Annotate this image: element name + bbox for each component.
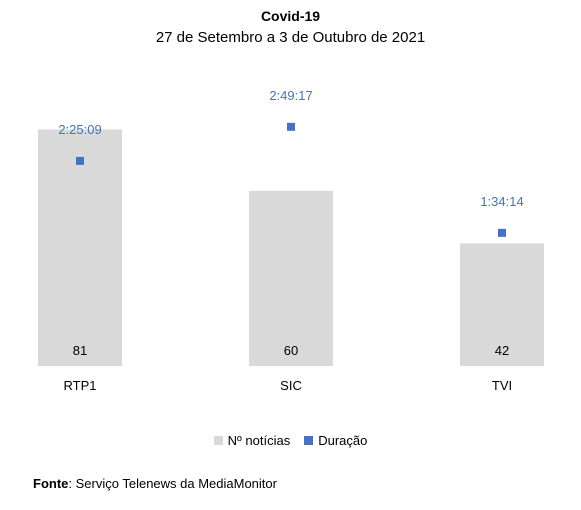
bar-value-label-rtp1: 81 bbox=[73, 343, 87, 358]
source-label: Fonte bbox=[33, 476, 69, 491]
duration-marker-tvi bbox=[498, 228, 506, 237]
x-tick-label-rtp1: RTP1 bbox=[64, 378, 97, 393]
legend-swatch-marker bbox=[304, 436, 314, 445]
x-tick-label-tvi: TVI bbox=[492, 378, 512, 393]
chart-legend: Nº notícias Duração bbox=[0, 433, 581, 448]
legend-label-news-count: Nº notícias bbox=[227, 433, 291, 448]
legend-swatch-bar bbox=[213, 436, 223, 445]
bar-tvi bbox=[460, 243, 544, 366]
duration-marker-rtp1 bbox=[76, 156, 84, 165]
duration-label-tvi: 1:34:14 bbox=[480, 194, 523, 209]
bar-sic bbox=[249, 190, 333, 366]
chart-subtitle: 27 de Setembro a 3 de Outubro de 2021 bbox=[155, 29, 426, 46]
legend-item-news-count: Nº notícias bbox=[213, 433, 291, 448]
bar-value-label-tvi: 42 bbox=[495, 343, 509, 358]
legend-label-duration: Duração bbox=[318, 433, 368, 448]
duration-label-sic: 2:49:17 bbox=[269, 88, 312, 103]
chart-title: Covid-19 bbox=[260, 8, 321, 24]
source-text: : Serviço Telenews da MediaMonitor bbox=[68, 476, 277, 491]
legend-item-duration: Duração bbox=[304, 433, 367, 448]
x-tick-label-sic: SIC bbox=[280, 378, 302, 393]
bar-value-label-sic: 60 bbox=[284, 343, 298, 358]
duration-marker-sic bbox=[287, 122, 295, 131]
chart-plot: 81 RTP1 2:25:09 60 SIC 2:49:17 42 TVI 1:34:14 bbox=[38, 88, 544, 393]
source-note: Fonte: Serviço Telenews da MediaMonitor bbox=[33, 476, 277, 491]
bar-rtp1 bbox=[38, 129, 122, 366]
duration-label-rtp1: 2:25:09 bbox=[58, 122, 101, 137]
